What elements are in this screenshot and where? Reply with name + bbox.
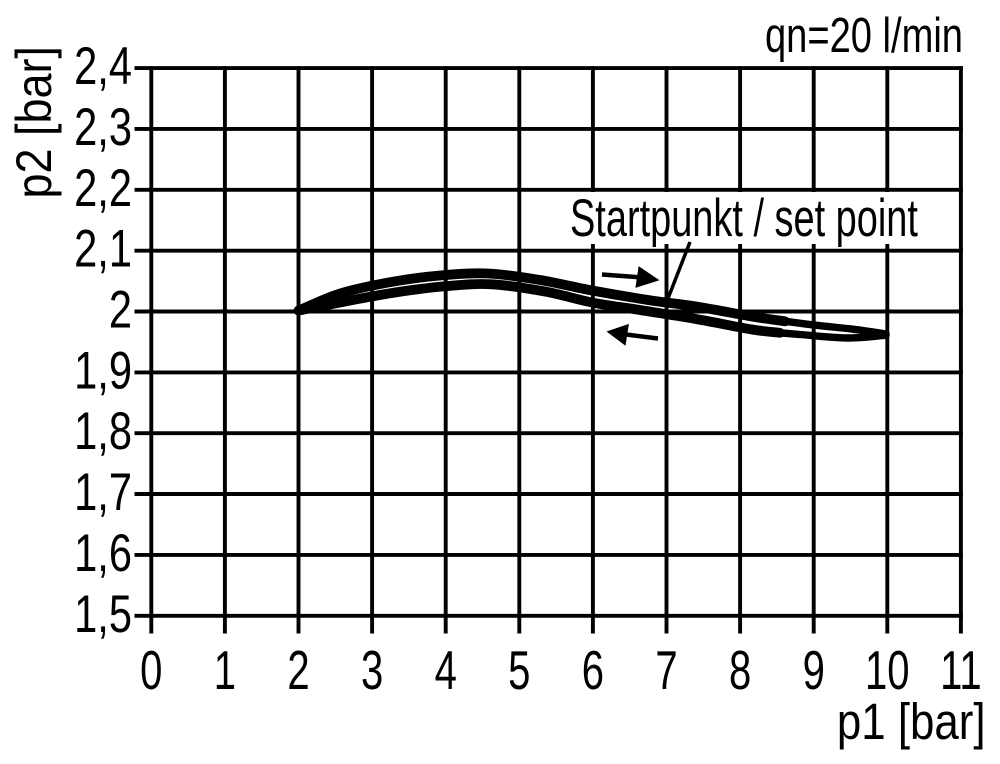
svg-text:2,2: 2,2 [74,159,132,218]
svg-text:1,7: 1,7 [74,463,132,522]
svg-text:2: 2 [287,641,309,701]
svg-text:2: 2 [109,281,132,340]
svg-text:6: 6 [582,641,604,701]
svg-text:1,9: 1,9 [74,342,132,401]
svg-text:qn=20 l/min: qn=20 l/min [765,8,963,63]
svg-text:2,1: 2,1 [74,220,132,279]
svg-text:2,4: 2,4 [74,37,132,96]
svg-text:2,3: 2,3 [74,98,132,157]
svg-text:p2 [bar]: p2 [bar] [7,46,63,198]
svg-text:0: 0 [140,641,162,701]
svg-text:10: 10 [865,641,910,701]
svg-text:Startpunkt / set point: Startpunkt / set point [570,188,918,248]
svg-text:5: 5 [508,641,530,701]
svg-text:4: 4 [435,641,457,701]
svg-text:1: 1 [214,641,236,701]
svg-text:p1 [bar]: p1 [bar] [837,694,986,751]
svg-text:7: 7 [655,641,677,701]
svg-text:11: 11 [940,641,982,701]
svg-text:3: 3 [361,641,383,701]
svg-text:1,8: 1,8 [74,402,132,461]
svg-text:1,5: 1,5 [74,585,132,644]
svg-text:1,6: 1,6 [74,524,132,583]
svg-text:8: 8 [729,641,751,701]
svg-text:9: 9 [803,641,825,701]
